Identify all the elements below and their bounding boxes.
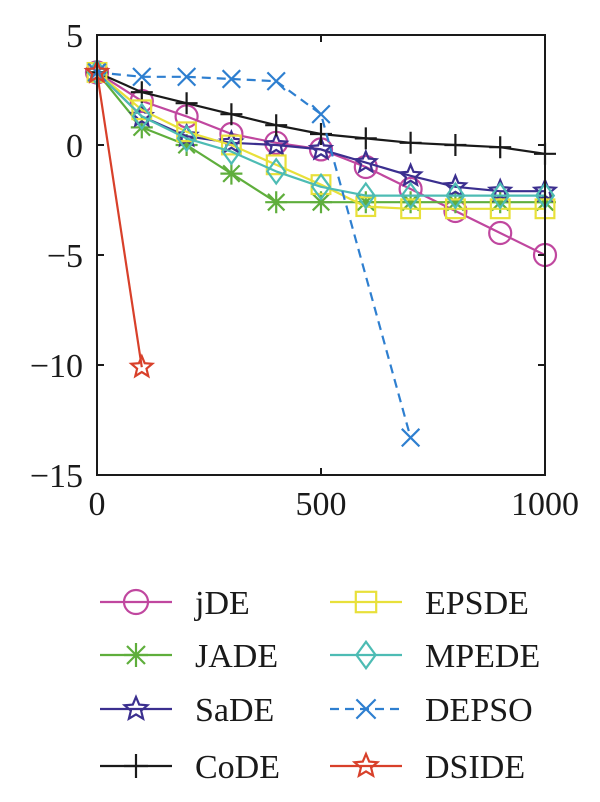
data-point-mpede bbox=[355, 181, 376, 210]
legend-label-jde: jDE bbox=[194, 585, 250, 622]
legend-marker-jde bbox=[122, 588, 150, 616]
series-line-mpede bbox=[96, 71, 545, 197]
data-point-jade bbox=[310, 191, 332, 214]
legend-item-sade: SaDE bbox=[100, 692, 274, 729]
legend-label-dside: DSIDE bbox=[425, 749, 525, 786]
data-point-jade bbox=[354, 191, 377, 214]
legend-marker-sade bbox=[121, 694, 151, 722]
data-point-sade bbox=[442, 172, 469, 198]
legend-label-depso: DEPSO bbox=[425, 692, 533, 729]
data-point-code bbox=[444, 134, 467, 156]
data-point-epsde bbox=[400, 198, 422, 220]
y-tick-label: −5 bbox=[47, 238, 83, 275]
series-line-sade bbox=[96, 71, 545, 193]
data-point-code bbox=[354, 127, 377, 150]
legend: jDE JADE SaDE CoDE EPSDE MPEDE DEPSO DSIDE bbox=[100, 585, 540, 786]
legend-item-dside: DSIDE bbox=[330, 749, 525, 786]
legend-item-epsde: EPSDE bbox=[330, 585, 529, 622]
data-point-epsde bbox=[355, 196, 377, 218]
legend-label-code: CoDE bbox=[195, 749, 280, 786]
data-point-epsde bbox=[176, 121, 198, 143]
legend-item-jade: JADE bbox=[100, 638, 278, 675]
legend-marker-depso bbox=[355, 698, 377, 720]
data-point-sade bbox=[307, 135, 335, 161]
data-point-mpede bbox=[490, 181, 511, 210]
data-point-depso bbox=[266, 71, 286, 91]
data-point-jade bbox=[220, 162, 243, 185]
data-point-code bbox=[175, 92, 198, 115]
data-point-mpede bbox=[400, 181, 421, 210]
data-point-code bbox=[489, 136, 512, 159]
x-tick-label: 500 bbox=[296, 486, 347, 523]
data-point-depso bbox=[132, 67, 152, 87]
data-point-jade bbox=[444, 191, 467, 214]
series-line-epsde bbox=[96, 71, 545, 210]
y-tick-label: 0 bbox=[66, 128, 83, 165]
legend-item-code: CoDE bbox=[100, 749, 280, 786]
data-point-epsde bbox=[265, 154, 287, 176]
legend-marker-dside bbox=[351, 751, 381, 779]
legend-item-jde: jDE bbox=[100, 585, 250, 622]
data-point-mpede bbox=[266, 157, 287, 186]
legend-marker-mpede bbox=[355, 639, 377, 671]
data-point-mpede bbox=[221, 137, 242, 166]
data-point-sade bbox=[397, 161, 424, 187]
axis-ticks: 0 500 1000 −15 −10 −5 0 5 bbox=[30, 18, 579, 523]
legend-item-mpede: MPEDE bbox=[330, 638, 540, 675]
x-tick-label: 1000 bbox=[511, 486, 579, 523]
data-point-sade bbox=[218, 128, 245, 154]
data-point-depso bbox=[177, 67, 197, 87]
data-point-mpede bbox=[131, 102, 152, 131]
data-point-depso bbox=[311, 104, 331, 124]
series-line-dside bbox=[95, 72, 143, 368]
data-point-code bbox=[310, 123, 332, 145]
data-point-dside bbox=[128, 353, 156, 379]
legend-label-epsde: EPSDE bbox=[425, 585, 529, 622]
data-point-mpede bbox=[310, 172, 332, 201]
data-point-epsde bbox=[220, 134, 242, 156]
y-tick-label: −15 bbox=[30, 458, 83, 495]
legend-marker-epsde bbox=[354, 590, 378, 614]
data-point-code bbox=[399, 131, 422, 154]
data-point-jade bbox=[489, 191, 512, 214]
data-point-jade bbox=[175, 134, 198, 156]
x-tick-label: 0 bbox=[89, 486, 106, 523]
data-point-epsde bbox=[489, 198, 511, 220]
legend-marker-code bbox=[124, 754, 148, 778]
data-point-epsde bbox=[444, 198, 466, 220]
data-point-code bbox=[220, 103, 243, 126]
data-point-depso bbox=[401, 428, 421, 448]
y-tick-label: 5 bbox=[66, 18, 83, 55]
legend-label-jade: JADE bbox=[195, 638, 278, 675]
legend-item-depso: DEPSO bbox=[330, 692, 533, 729]
legend-label-sade: SaDE bbox=[195, 692, 274, 729]
data-point-epsde bbox=[131, 99, 153, 121]
y-tick-label: −10 bbox=[30, 348, 83, 385]
data-point-jde bbox=[488, 220, 513, 246]
data-point-sade bbox=[352, 148, 380, 174]
data-point-jade bbox=[399, 191, 422, 214]
data-point-jde bbox=[353, 154, 378, 180]
data-point-code bbox=[265, 114, 288, 137]
legend-marker-jade bbox=[124, 643, 148, 667]
data-point-mpede bbox=[445, 181, 466, 210]
data-point-depso bbox=[221, 69, 241, 89]
data-point-jade bbox=[265, 191, 288, 214]
data-point-mpede bbox=[176, 124, 197, 153]
data-point-sade bbox=[262, 131, 290, 157]
legend-label-mpede: MPEDE bbox=[425, 638, 540, 675]
